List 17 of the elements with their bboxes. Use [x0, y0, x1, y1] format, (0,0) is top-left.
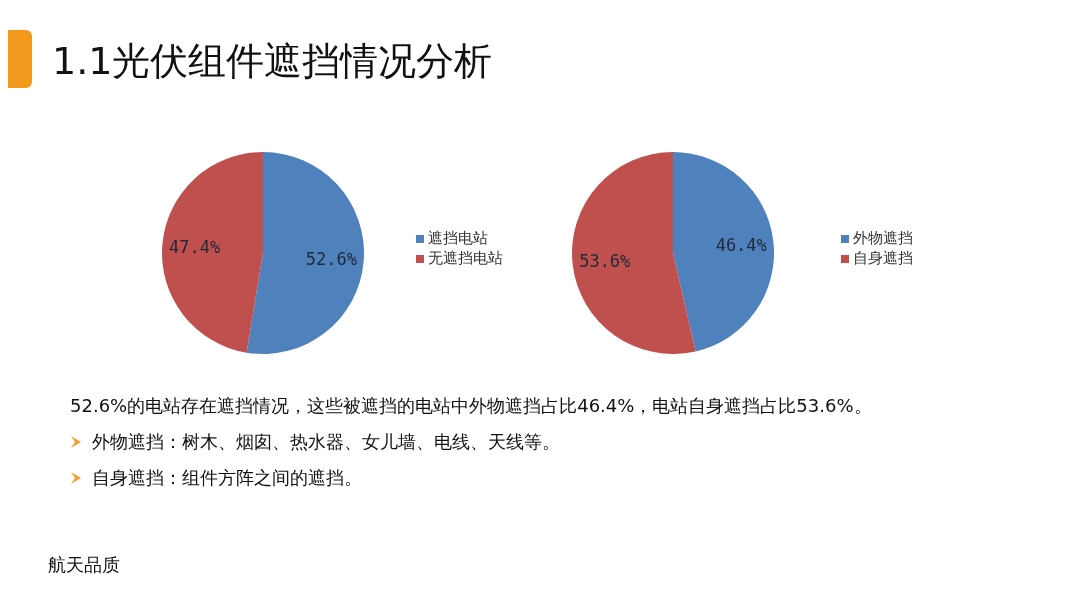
- data-label: 52.6%: [305, 248, 358, 269]
- pie-slice: [246, 152, 364, 354]
- text: 外物遮挡：树木、烟囱、热水器、女儿墙、电线、天线等。: [92, 430, 560, 454]
- data-label: 47.4%: [168, 237, 221, 258]
- legend-label: 无遮挡电站: [428, 249, 503, 267]
- pie-slice: [673, 152, 774, 352]
- text: 自身遮挡：组件方阵之间的遮挡。: [92, 466, 362, 490]
- legend-label: 外物遮挡: [853, 229, 913, 247]
- data-label: 46.4%: [715, 235, 767, 256]
- pie-slice: [162, 152, 263, 353]
- data-label: 53.6%: [579, 250, 631, 271]
- text: 航天品质: [48, 553, 120, 577]
- chart-title: 1.1光伏组件遮挡情况分析: [52, 38, 493, 85]
- legend-label: 自身遮挡: [853, 249, 913, 267]
- pie-slice: [572, 152, 696, 354]
- legend-label: 遮挡电站: [428, 229, 488, 247]
- text: 52.6%的电站存在遮挡情况，这些被遮挡的电站中外物遮挡占比46.4%，电站自身遮挡占比53.6%。: [70, 394, 872, 418]
